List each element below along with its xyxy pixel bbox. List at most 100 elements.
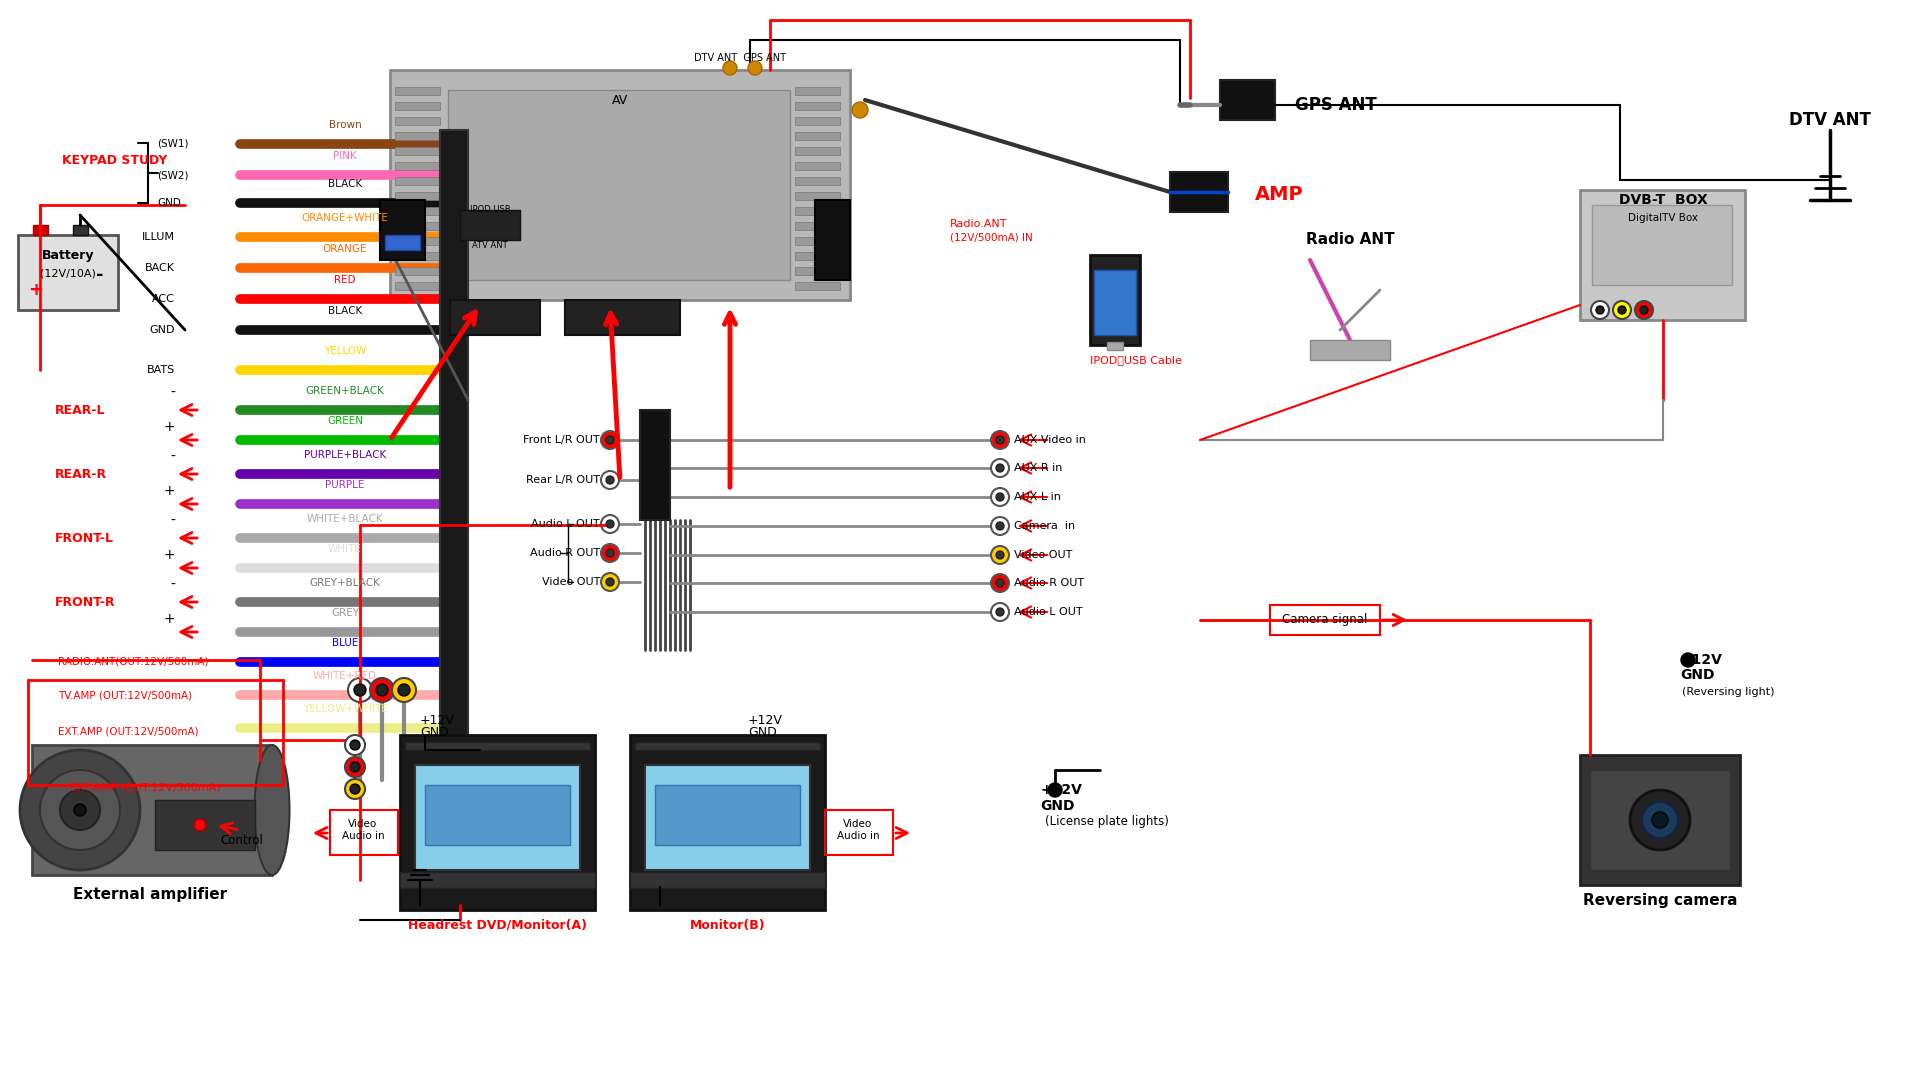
Circle shape [1651,812,1668,828]
Bar [396,102,440,110]
Circle shape [607,436,614,444]
Circle shape [346,779,365,799]
Bar [795,177,841,185]
Circle shape [1630,789,1690,850]
Text: ACC: ACC [152,294,175,303]
Circle shape [376,684,388,696]
Bar [1108,342,1123,350]
Circle shape [397,684,411,696]
Text: GREEN+BLACK: GREEN+BLACK [305,386,384,396]
Text: DVB-T  BOX: DVB-T BOX [1619,193,1707,207]
Circle shape [1596,306,1603,314]
Text: +: + [29,281,44,299]
Bar [1091,255,1140,345]
Circle shape [349,762,361,772]
Text: Brown: Brown [328,120,361,130]
Text: GREY+BLACK: GREY+BLACK [309,578,380,588]
Text: -: - [171,450,175,464]
Bar [396,132,440,140]
Bar [795,87,841,95]
Text: GND: GND [1041,799,1075,813]
Text: (Reversing light): (Reversing light) [1682,687,1774,697]
Bar [795,207,841,215]
Text: GND: GND [1680,669,1715,681]
Text: FRONT-L: FRONT-L [56,531,113,544]
Bar [639,410,670,519]
Text: AUX Video in: AUX Video in [1014,435,1087,445]
Text: AMP: AMP [1256,186,1304,204]
Circle shape [852,102,868,118]
Bar [1219,80,1275,120]
Bar [415,765,580,870]
Circle shape [607,549,614,557]
Circle shape [996,436,1004,444]
Circle shape [996,492,1004,501]
Circle shape [1048,783,1062,797]
Bar [826,810,893,855]
Text: GND: GND [157,198,180,208]
Text: ILLUM: ILLUM [142,232,175,242]
Circle shape [19,750,140,870]
Text: Video
Audio in: Video Audio in [837,820,879,841]
Bar [630,872,826,888]
Bar [156,800,255,850]
Text: FRONT-R: FRONT-R [56,595,115,608]
Circle shape [996,551,1004,559]
Text: BATS: BATS [146,365,175,375]
Circle shape [1636,301,1653,319]
Text: GREEN: GREEN [326,416,363,426]
Text: AV: AV [612,94,628,107]
Circle shape [991,459,1010,477]
Bar [73,225,88,235]
Text: ORANGE: ORANGE [323,244,367,254]
Circle shape [1642,802,1678,838]
Circle shape [1592,301,1609,319]
Text: +: + [163,484,175,498]
Bar [424,785,570,845]
Circle shape [392,678,417,702]
Text: BACK: BACK [146,264,175,273]
Text: EXT.AMP (OUT:12V/500mA): EXT.AMP (OUT:12V/500mA) [69,782,221,792]
Text: Control: Control [221,834,263,847]
Text: Video OUT: Video OUT [541,577,599,588]
Text: (License plate lights): (License plate lights) [1044,815,1169,828]
Circle shape [996,579,1004,588]
Circle shape [1640,306,1647,314]
Text: Audio L OUT: Audio L OUT [1014,607,1083,617]
Text: External amplifier: External amplifier [73,888,227,903]
Circle shape [991,603,1010,621]
Text: REAR-R: REAR-R [56,468,108,481]
Circle shape [607,519,614,528]
Bar [795,117,841,125]
Bar [1580,755,1740,885]
Bar [1169,172,1229,212]
Circle shape [607,476,614,484]
Text: (12V/10A): (12V/10A) [40,268,96,278]
Circle shape [996,464,1004,472]
Text: (SW2): (SW2) [157,170,188,180]
Text: Reversing camera: Reversing camera [1582,892,1738,907]
Circle shape [40,770,119,850]
Text: Audio L OUT: Audio L OUT [532,519,599,529]
Bar [1269,605,1380,635]
Text: +12V: +12V [749,714,783,727]
Bar [396,162,440,170]
Bar [396,147,440,156]
Circle shape [996,608,1004,616]
Bar [1590,770,1730,870]
Text: Front L/R OUT: Front L/R OUT [524,435,599,445]
Text: Camera signal: Camera signal [1283,613,1367,626]
Circle shape [724,60,737,75]
Text: YELLOW: YELLOW [324,346,367,356]
Text: ORANGE+WHITE: ORANGE+WHITE [301,213,388,222]
Text: GND: GND [420,726,449,739]
Bar [645,765,810,870]
Bar [795,267,841,275]
Text: Video
Audio in: Video Audio in [342,820,384,841]
Bar [390,70,851,300]
Circle shape [601,544,618,562]
Text: -: - [96,266,104,284]
Circle shape [749,60,762,75]
Bar [396,267,440,275]
Bar [396,87,440,95]
